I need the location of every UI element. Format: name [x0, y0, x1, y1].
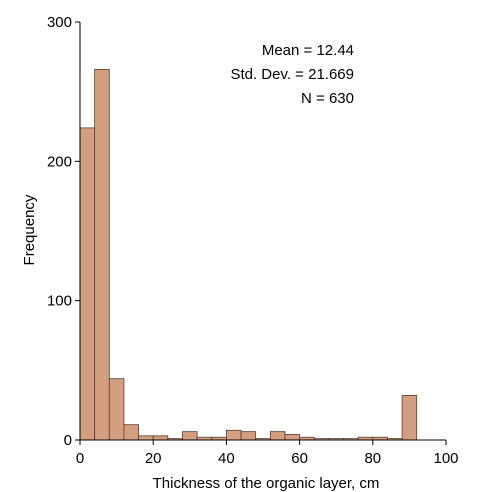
x-tick-label-1: 20	[145, 450, 162, 467]
histogram-bar-0	[79, 127, 96, 441]
histogram-bar-14	[284, 434, 300, 441]
bars-group	[79, 68, 418, 441]
x-tick-label-3: 60	[291, 450, 308, 467]
stat-n: N = 630	[301, 90, 354, 107]
x-ticks-group: 0 20 40 60 80 100	[76, 440, 459, 467]
histogram-bar-3	[123, 424, 139, 441]
x-axis-label: Thickness of the organic layer, cm	[153, 475, 380, 492]
histogram-bar-13	[269, 431, 286, 441]
histogram-bar-7	[182, 431, 198, 441]
histogram-bar-10	[225, 429, 242, 441]
histogram-bar-5	[152, 435, 169, 441]
y-tick-label-0: 0	[64, 432, 72, 449]
x-tick-label-0: 0	[76, 450, 84, 467]
y-ticks-group: 0 100 200 300	[47, 14, 80, 449]
stat-std-dev: Std. Dev. = 21.669	[230, 66, 354, 83]
y-axis-label: Frequency	[21, 194, 38, 265]
histogram-bar-2	[108, 378, 125, 441]
x-tick-label-2: 40	[218, 450, 235, 467]
histogram-bar-4	[138, 435, 154, 441]
stat-mean: Mean = 12.44	[262, 42, 354, 59]
y-tick-label-1: 100	[47, 293, 72, 310]
x-tick-label-4: 80	[364, 450, 381, 467]
histogram-bar-22	[401, 395, 418, 441]
statistics-box: Mean = 12.44 Std. Dev. = 21.669 N = 630	[230, 42, 354, 107]
histogram-bar-11	[240, 431, 257, 441]
histogram-bar-1	[94, 68, 110, 441]
y-tick-label-3: 300	[47, 14, 72, 31]
x-tick-label-5: 100	[433, 450, 458, 467]
y-tick-label-2: 200	[47, 153, 72, 170]
